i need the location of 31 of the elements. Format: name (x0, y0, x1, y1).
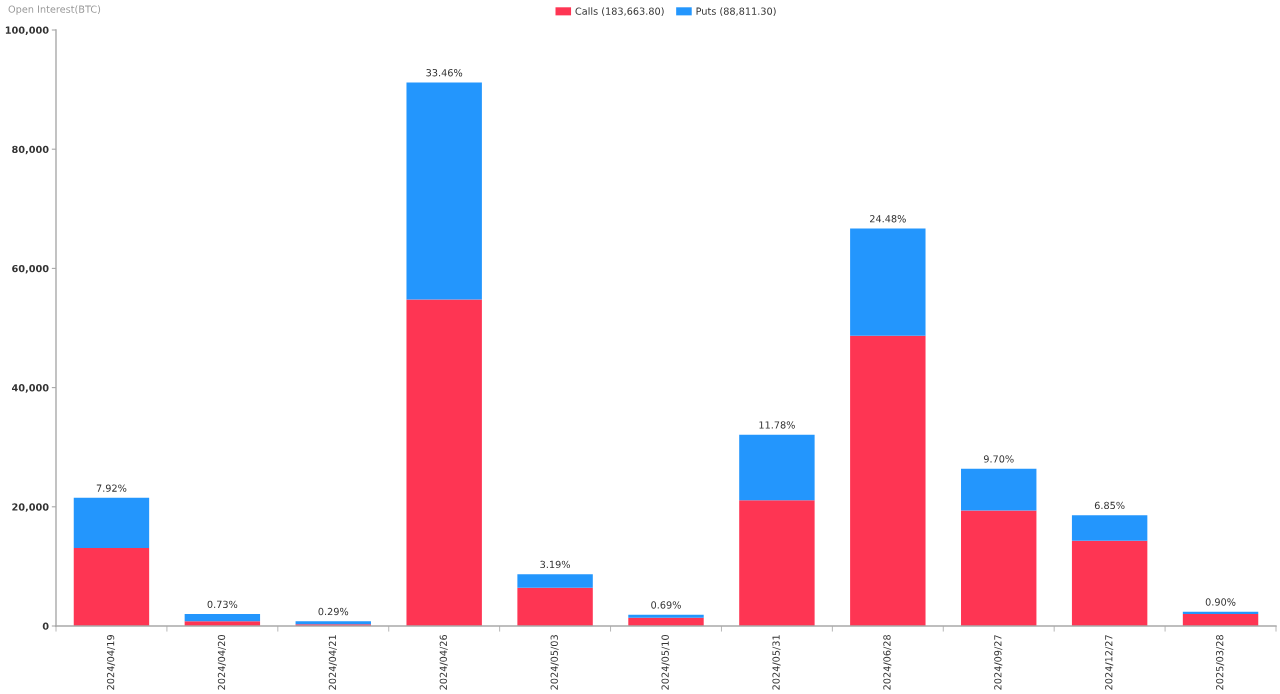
x-tick-label: 2024/04/26 (439, 634, 448, 690)
annotation: 0.73% (207, 600, 238, 609)
legend-label: Calls (183,663.80) (575, 7, 664, 16)
x-tick-label: 2024/06/28 (883, 635, 892, 690)
x-tick-label: 2024/05/10 (661, 634, 670, 690)
y-tick-label: 100,000 (5, 26, 49, 36)
x-tick-label: 2024/04/21 (328, 635, 337, 690)
y-tick-label: 20,000 (12, 503, 49, 512)
legend-label: Puts (88,811.30) (696, 7, 776, 16)
x-tick-label: 2025/03/28 (1216, 635, 1225, 690)
annotation: 7.92% (96, 484, 127, 492)
y-axis-title: Open Interest(BTC) (8, 5, 101, 15)
x-tick-label: 2024/05/31 (772, 635, 781, 690)
x-tick-label: 2024/12/27 (1105, 635, 1114, 690)
y-tick-label: 80,000 (12, 145, 49, 155)
y-tick-label: 0 (42, 622, 49, 630)
x-tick-label: 2024/04/20 (217, 634, 226, 690)
annotation: 0.90% (1205, 598, 1236, 606)
annotation: 3.19% (540, 560, 570, 569)
annotation: 11.78% (759, 421, 795, 429)
y-tick-label: 40,000 (11, 384, 49, 393)
annotation: 24.48% (870, 215, 906, 223)
y-tick-label: 60,000 (12, 264, 49, 274)
annotation: 33.46% (426, 69, 463, 77)
annotation: 0.69% (651, 601, 681, 609)
annotation: 0.29% (318, 607, 349, 616)
annotation: 9.70% (983, 455, 1014, 463)
annotation: 6.85% (1094, 501, 1125, 510)
x-tick-label: 2024/05/03 (550, 635, 559, 690)
x-tick-label: 2024/04/19 (106, 635, 116, 690)
x-tick-label: 2024/09/27 (994, 635, 1003, 690)
